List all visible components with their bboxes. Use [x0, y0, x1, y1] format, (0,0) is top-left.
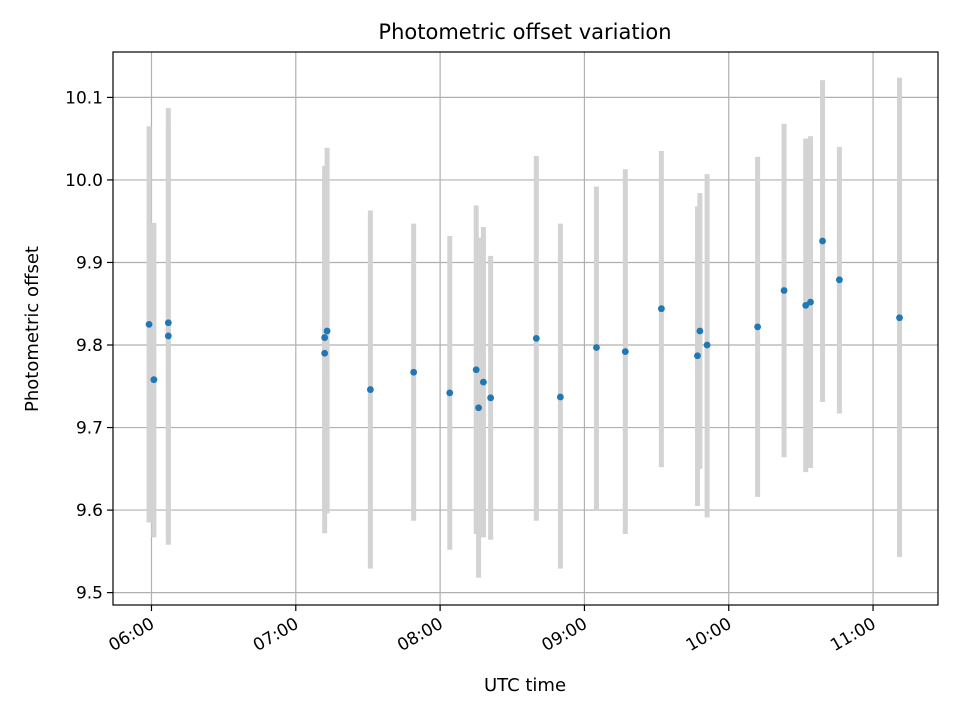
- data-point: [780, 287, 788, 294]
- data-point: [446, 389, 454, 397]
- data-point: [532, 335, 540, 342]
- y-tick-label: 9.5: [76, 584, 103, 604]
- data-point: [835, 276, 843, 284]
- data-point: [410, 368, 418, 376]
- data-point: [487, 394, 495, 402]
- data-point: [164, 319, 172, 327]
- data-point: [657, 305, 665, 313]
- data-point: [694, 352, 701, 360]
- data-point: [802, 301, 810, 309]
- data-point: [321, 334, 329, 341]
- plot-frame: [112, 51, 939, 606]
- y-tick-label: 10.1: [65, 88, 103, 108]
- chart-title: Photometric offset variation: [378, 20, 671, 44]
- data-point: [696, 327, 704, 335]
- y-axis-ticks: 9.5 9.6 9.7 9.8 9.9 10.0 10.1: [65, 88, 113, 604]
- y-tick-label: 10.0: [65, 171, 103, 191]
- y-tick-label: 9.8: [76, 336, 103, 356]
- y-tick-label: 9.9: [76, 253, 103, 273]
- grid-lines: [113, 52, 938, 605]
- x-axis-label: UTC time: [484, 675, 566, 696]
- y-tick-label: 9.6: [76, 501, 103, 521]
- data-point: [475, 404, 482, 412]
- data-point: [164, 332, 172, 340]
- data-points: [145, 237, 903, 412]
- data-point: [703, 341, 711, 349]
- data-point: [145, 320, 153, 328]
- data-point: [323, 327, 331, 335]
- data-point: [807, 298, 814, 306]
- data-point: [896, 314, 903, 322]
- data-point: [150, 376, 158, 384]
- data-point: [754, 323, 762, 331]
- data-point: [819, 237, 826, 245]
- data-point: [621, 348, 629, 356]
- data-point: [480, 378, 487, 386]
- data-point: [472, 366, 480, 374]
- y-axis-label: Photometric offset: [22, 246, 43, 412]
- data-point: [366, 386, 374, 393]
- data-point: [556, 393, 564, 401]
- data-point: [593, 344, 600, 351]
- y-tick-label: 9.7: [76, 419, 103, 439]
- data-point: [321, 349, 329, 357]
